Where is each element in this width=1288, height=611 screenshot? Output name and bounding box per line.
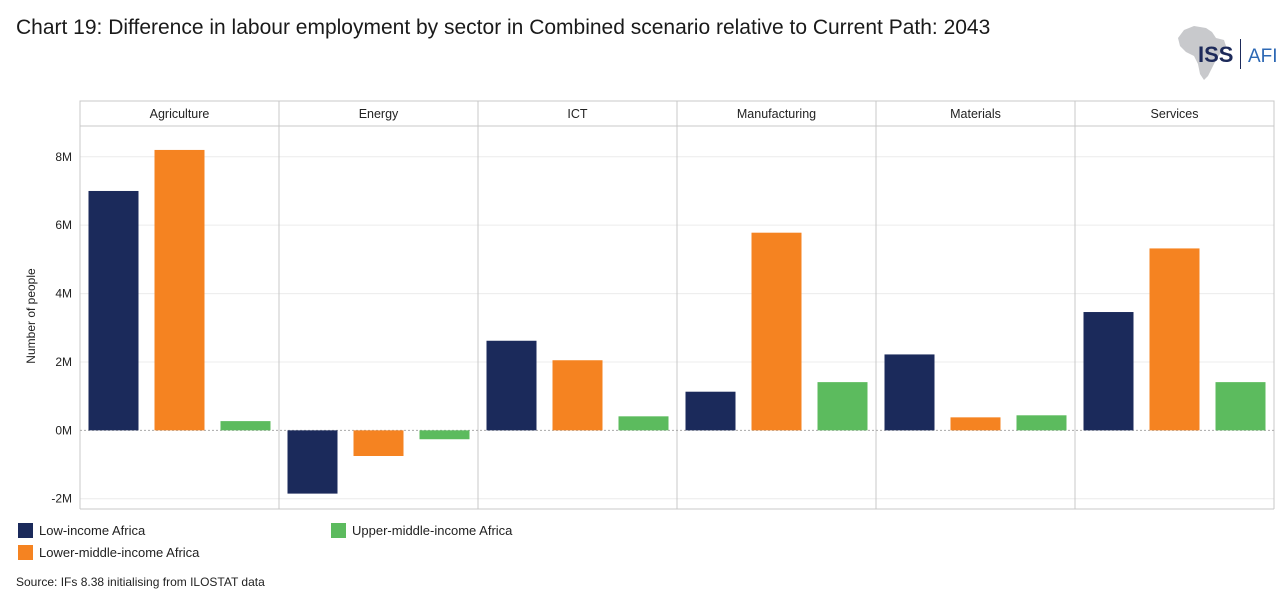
facet-header <box>1074 100 1275 127</box>
legend-swatch <box>18 545 33 560</box>
bar-energy-1 <box>287 430 338 494</box>
logo-text: ISS <box>1198 42 1234 67</box>
bar-materials-3 <box>1016 415 1067 431</box>
facet-label: Agriculture <box>150 107 210 121</box>
bar-ict-1 <box>486 340 537 431</box>
legend-label: Lower-middle-income Africa <box>39 545 200 560</box>
iss-africa-logo: ISS AFI <box>1172 22 1288 84</box>
facet-header <box>676 100 877 127</box>
facet-label: ICT <box>567 107 588 121</box>
y-tick-label: 0M <box>55 423 72 437</box>
bar-manufacturing-3 <box>817 382 868 431</box>
facet-label: Materials <box>950 107 1001 121</box>
legend-label: Upper-middle-income Africa <box>352 523 513 538</box>
facet-label: Services <box>1151 107 1199 121</box>
chart-title: Chart 19: Difference in labour employmen… <box>16 16 991 39</box>
logo-subtext: AFI <box>1248 46 1278 67</box>
y-tick-label: -2M <box>51 492 72 506</box>
facet-label: Energy <box>359 107 399 121</box>
legend-swatch <box>331 523 346 538</box>
bar-energy-3 <box>419 430 470 440</box>
y-tick-label: 4M <box>55 287 72 301</box>
bar-ict-2 <box>552 360 603 431</box>
bar-manufacturing-1 <box>685 391 736 431</box>
legend-item: Low-income Africa <box>18 523 145 538</box>
y-tick-label: 6M <box>55 218 72 232</box>
bar-manufacturing-2 <box>751 232 802 431</box>
y-tick-label: 2M <box>55 355 72 369</box>
bar-materials-1 <box>884 354 935 431</box>
bar-agriculture-3 <box>220 421 271 431</box>
bar-services-3 <box>1215 382 1266 431</box>
bar-services-1 <box>1083 312 1134 431</box>
legend-item: Upper-middle-income Africa <box>331 523 512 538</box>
source-note: Source: IFs 8.38 initialising from ILOST… <box>16 575 265 589</box>
legend-swatch <box>18 523 33 538</box>
legend-label: Low-income Africa <box>39 523 146 538</box>
africa-map-icon <box>1178 26 1226 80</box>
bar-materials-2 <box>950 417 1001 431</box>
logo-divider <box>1240 39 1241 69</box>
y-axis-label: Number of people <box>24 268 38 364</box>
bar-agriculture-1 <box>88 190 139 431</box>
bar-agriculture-2 <box>154 149 205 431</box>
facet-header <box>79 100 280 127</box>
bar-energy-2 <box>353 430 404 456</box>
facet-header <box>278 100 479 127</box>
legend-item: Lower-middle-income Africa <box>18 545 199 560</box>
bar-services-2 <box>1149 248 1200 431</box>
y-tick-label: 8M <box>55 150 72 164</box>
bar-ict-3 <box>618 416 669 431</box>
facet-label: Manufacturing <box>737 107 816 121</box>
